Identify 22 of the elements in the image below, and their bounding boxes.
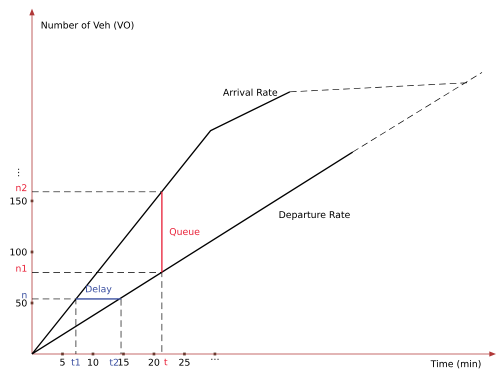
annotation: n [22,292,26,298]
annotation: t [164,358,168,366]
x-tick-label: 15 [118,358,129,366]
x-tick-label: 5 [60,358,65,366]
y-tick-label: 50 [16,299,27,307]
y-axis-title: Number of Veh (VO) [42,21,134,30]
annotation: n2 [16,184,26,192]
series-label: Queue [170,228,200,236]
x-tick-label: 20 [148,358,160,366]
x-tick-label: 10 [88,358,98,366]
x-tick-label: … [211,358,219,360]
annotation: n1 [16,264,26,272]
series-label: Arrival Rate [223,88,278,96]
series-label: Delay [86,285,112,294]
annotation: t1 [71,358,80,366]
y-tick-label: 150 [10,197,27,204]
x-axis-title: Time (min) [430,360,481,368]
text: ⋮ [18,168,20,176]
y-tick-label: 100 [10,248,27,256]
series-label: Departure Rate [280,211,350,220]
annotation: t2 [110,358,118,366]
x-tick-label: 25 [179,358,190,366]
